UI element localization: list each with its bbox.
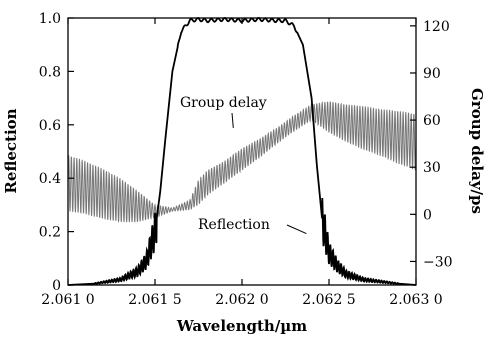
y-right-tick-label: 30 [423,160,441,176]
y-right-tick-label: −30 [423,254,453,270]
y-left-tick-label: 0.8 [39,64,61,80]
y-right-tick-label: 0 [423,207,432,223]
annotation-group-delay: Group delay [180,95,267,111]
annotation-reflection-leader [286,224,307,235]
y-left-tick-label: 1.0 [39,11,61,27]
y-right-axis-title: Group delay/ps [468,88,486,214]
annotation-reflection: Reflection [198,217,270,233]
y-left-tick-label: 0.4 [39,171,61,187]
x-axis-title: Wavelength/µm [176,317,307,335]
x-tick-label: 2.061 0 [41,292,94,308]
group-delay-series-line [67,100,417,223]
y-right-tick-label: 120 [423,19,450,35]
x-tick-label: 2.061 5 [128,292,181,308]
x-tick-label: 2.062 0 [215,292,268,308]
x-tick-label: 2.062 5 [302,292,355,308]
y-right-tick-label: 60 [423,113,441,129]
y-left-tick-label: 0.2 [39,225,61,241]
annotation-group-delay-leader [231,112,234,128]
y-left-axis-title: Reflection [2,108,20,193]
x-tick-label: 2.063 0 [389,292,442,308]
y-left-tick-label: 0 [52,278,61,294]
y-right-tick-label: 90 [423,66,441,82]
y-left-tick-label: 0.6 [39,118,61,134]
